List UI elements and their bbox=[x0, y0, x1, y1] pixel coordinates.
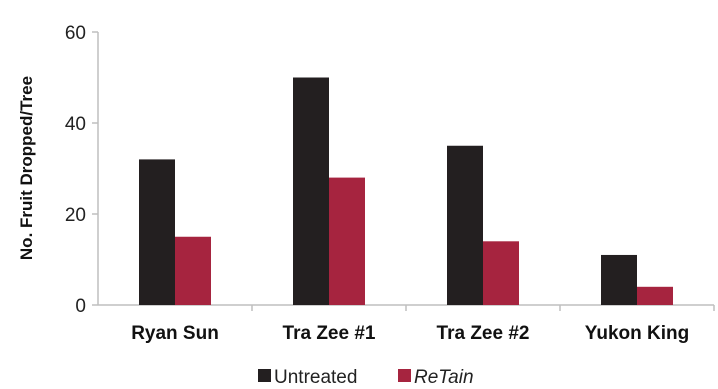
bar-retain-1 bbox=[175, 236, 211, 305]
bar-retain-4 bbox=[637, 286, 673, 305]
category-label: Ryan Sun bbox=[131, 323, 219, 344]
legend-label-untreated: Untreated bbox=[274, 367, 357, 388]
bar-untreated-3 bbox=[447, 145, 483, 305]
y-tick-label: 60 bbox=[65, 23, 86, 44]
legend-swatch-untreated bbox=[258, 369, 271, 382]
y-tick-label: 20 bbox=[65, 205, 86, 226]
legend-swatch-retain bbox=[398, 369, 411, 382]
legend-label-retain: ReTain bbox=[414, 367, 474, 388]
category-label: Tra Zee #2 bbox=[437, 323, 530, 344]
category-label: Tra Zee #1 bbox=[283, 323, 376, 344]
bar-untreated-2 bbox=[293, 77, 329, 305]
bar-untreated-4 bbox=[601, 254, 637, 305]
bar-retain-3 bbox=[483, 241, 519, 305]
bars bbox=[139, 77, 715, 311]
bar-untreated-1 bbox=[139, 159, 175, 305]
y-tick-label: 40 bbox=[65, 114, 86, 135]
category-labels: Ryan Sun Tra Zee #1 Tra Zee #2 Yukon King bbox=[131, 323, 689, 344]
bar-retain-2 bbox=[329, 177, 365, 305]
category-label: Yukon King bbox=[585, 323, 690, 344]
legend: Untreated ReTain bbox=[258, 367, 474, 388]
y-tick-label: 0 bbox=[75, 296, 86, 317]
y-axis-label: No. Fruit Dropped/Tree bbox=[17, 76, 36, 260]
y-tick-labels: 0 20 40 60 bbox=[65, 23, 98, 317]
